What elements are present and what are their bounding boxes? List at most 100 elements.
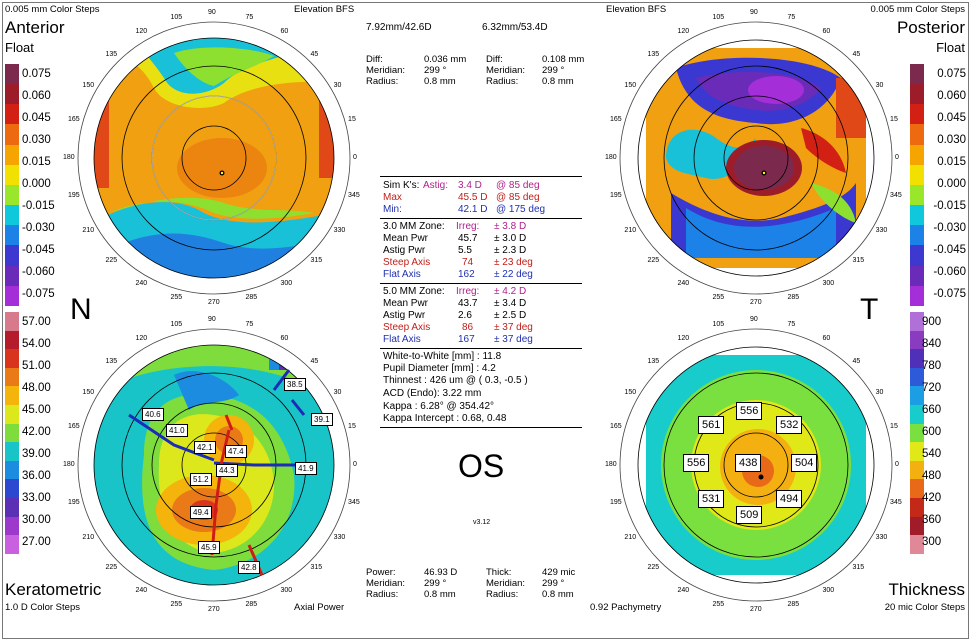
thickness-value-bottom-right: 494	[776, 490, 803, 508]
zone5-steep-sd: ± 37 deg	[494, 322, 533, 333]
scale-color-band	[5, 245, 19, 266]
degree-label: 300	[822, 586, 835, 594]
degree-label: 225	[105, 563, 118, 571]
degree-label: 210	[624, 533, 637, 541]
scale-label: 720	[922, 382, 942, 394]
simk-max-axis: @ 85 deg	[496, 192, 540, 203]
scale-label: 0.075	[22, 68, 51, 80]
thick-label: Thick:	[486, 567, 512, 578]
scale-color-band	[910, 265, 924, 286]
radius-value: 0.8 mm	[542, 589, 574, 600]
scale-label: 0.030	[22, 134, 51, 146]
scale-label: -0.015	[933, 200, 966, 212]
power-label: Power:	[366, 567, 396, 578]
scale-label: -0.045	[22, 244, 55, 256]
elevation-scale-right	[910, 64, 924, 306]
eye-label: OS	[458, 448, 505, 484]
thickness-value-left: 556	[683, 454, 710, 472]
degree-label: 90	[750, 9, 758, 16]
degree-label: 285	[245, 601, 258, 609]
keratometric-steps: 1.0 D Color Steps	[5, 602, 80, 613]
meridian-value: 299 °	[424, 578, 447, 589]
scale-color-band	[5, 367, 19, 387]
simk-astig-value: 3.4 D	[458, 180, 482, 191]
degree-label: 60	[280, 335, 289, 343]
posterior-map-type: Elevation BFS	[606, 4, 667, 15]
simk-max-label: Max	[383, 192, 402, 203]
posterior-diff-values: 0.108 mm 299 ° 0.8 mm	[542, 54, 584, 87]
zone5-mean-label: Mean Pwr	[383, 298, 429, 309]
scale-color-band	[5, 312, 19, 331]
degree-label: 135	[105, 51, 118, 59]
posterior-elevation-map[interactable]	[606, 8, 906, 308]
degree-label: 120	[135, 28, 148, 36]
degree-label: 150	[624, 81, 637, 89]
keratometric-title: Keratometric	[5, 580, 102, 599]
zone3-label: 3.0 MM Zone:	[383, 221, 445, 232]
zone3-steep-label: Steep Axis	[383, 257, 431, 268]
simk-astig-axis: @ 85 deg	[496, 180, 540, 191]
degree-label: 0	[353, 154, 357, 161]
degree-label: 105	[170, 320, 183, 328]
simk-min-value: 42.1 D	[458, 204, 488, 215]
anterior-elevation-map[interactable]	[64, 8, 364, 308]
radius-value: 0.8 mm	[424, 76, 456, 87]
degree-label: 315	[852, 256, 865, 264]
scale-label: 0.030	[937, 134, 966, 146]
thickness-info-values: 429 mic 299 ° 0.8 mm	[542, 567, 575, 600]
scale-color-band	[910, 479, 924, 499]
zone3-astig-value: 5.5	[458, 245, 472, 256]
anterior-map-type: Elevation BFS	[294, 4, 355, 15]
degree-label: 135	[105, 358, 118, 366]
meridian-value: 299 °	[542, 578, 565, 589]
k-value-box: 51.2	[190, 473, 212, 486]
zone3-flat-label: Flat Axis	[383, 269, 421, 280]
radius-value: 0.8 mm	[424, 589, 456, 600]
power-scale	[5, 312, 19, 554]
thickness-value-bottom: 509	[736, 506, 763, 524]
degree-label: 120	[677, 335, 690, 343]
simk-min-label: Min:	[383, 204, 402, 215]
anterior-steps: 0.005 mm Color Steps	[5, 4, 100, 15]
k-value-box: 39.1	[311, 413, 333, 426]
scale-label: 360	[922, 514, 942, 526]
scale-label: -0.075	[933, 288, 966, 300]
meridian-value: 299 °	[542, 65, 565, 76]
kappa-intercept: Kappa Intercept : 0.68, 0.48	[383, 413, 507, 424]
scale-color-band	[5, 479, 19, 499]
thickness-value-top-left: 561	[698, 416, 725, 434]
scale-color-band	[910, 535, 924, 554]
k-value-box: 49.4	[190, 506, 212, 519]
scale-label: 27.00	[22, 536, 51, 548]
scale-color-band	[5, 124, 19, 145]
scale-color-band	[5, 144, 19, 165]
kappa: Kappa : 6.28° @ 354.42°	[383, 401, 495, 412]
scale-label: 540	[922, 448, 942, 460]
degree-label: 180	[63, 154, 75, 161]
degree-label: 240	[135, 586, 148, 594]
degree-label: 75	[245, 13, 254, 21]
degree-label: 330	[875, 533, 888, 541]
degree-label: 120	[677, 28, 690, 36]
zone5-mean-value: 43.7	[458, 298, 478, 309]
degree-label: 180	[605, 461, 617, 468]
degree-label: 255	[712, 601, 725, 609]
scale-label: 0.060	[937, 90, 966, 102]
scale-color-band	[5, 442, 19, 461]
zone5-mean-sd: ± 3.4 D	[494, 298, 527, 309]
degree-label: 240	[677, 279, 690, 287]
degree-label: 150	[82, 81, 95, 89]
scale-label: 42.00	[22, 426, 51, 438]
degree-label: 225	[647, 256, 660, 264]
degree-label: 60	[280, 28, 289, 36]
degree-label: 300	[280, 586, 293, 594]
scale-label: -0.015	[22, 200, 55, 212]
scale-color-band	[5, 516, 19, 536]
scale-color-band	[910, 367, 924, 387]
scale-color-band	[910, 84, 924, 105]
divider	[380, 348, 582, 349]
meridian-label: Meridian:	[366, 578, 406, 589]
degree-label: 240	[677, 586, 690, 594]
scale-color-band	[5, 84, 19, 105]
